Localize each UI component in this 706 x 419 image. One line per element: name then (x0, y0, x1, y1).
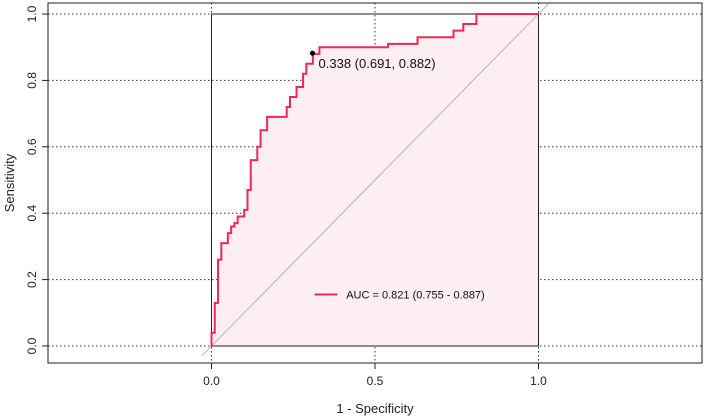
x-axis-title: 1 - Specificity (336, 401, 414, 416)
y-tick-label-0: 0.0 (25, 337, 39, 354)
y-tick-label-3: 0.6 (25, 138, 39, 155)
roc-unit-box (211, 13, 539, 347)
best-threshold-point (309, 50, 316, 56)
best-threshold-label: 0.338 (0.691, 0.882) (319, 56, 436, 71)
x-tick-label-2: 1.0 (530, 374, 547, 388)
reference-diagonal (201, 3, 549, 357)
x-axis: 0.0 0.5 1.0 (203, 363, 547, 388)
y-tick-label-1: 0.2 (25, 271, 39, 288)
y-tick-label-2: 0.4 (25, 205, 39, 222)
x-tick-label-1: 0.5 (367, 374, 384, 388)
auc-legend-text: AUC = 0.821 (0.755 - 0.887) (346, 290, 485, 302)
x-tick-label-0: 0.0 (203, 374, 220, 388)
legend: AUC = 0.821 (0.755 - 0.887) (314, 290, 485, 302)
y-tick-label-4: 0.8 (25, 72, 39, 89)
y-tick-label-5: 1.0 (25, 5, 39, 22)
y-axis-title: Sensitivity (2, 153, 17, 212)
roc-curve (210, 13, 539, 346)
y-axis: 0.0 0.2 0.4 0.6 0.8 1.0 (25, 5, 48, 354)
